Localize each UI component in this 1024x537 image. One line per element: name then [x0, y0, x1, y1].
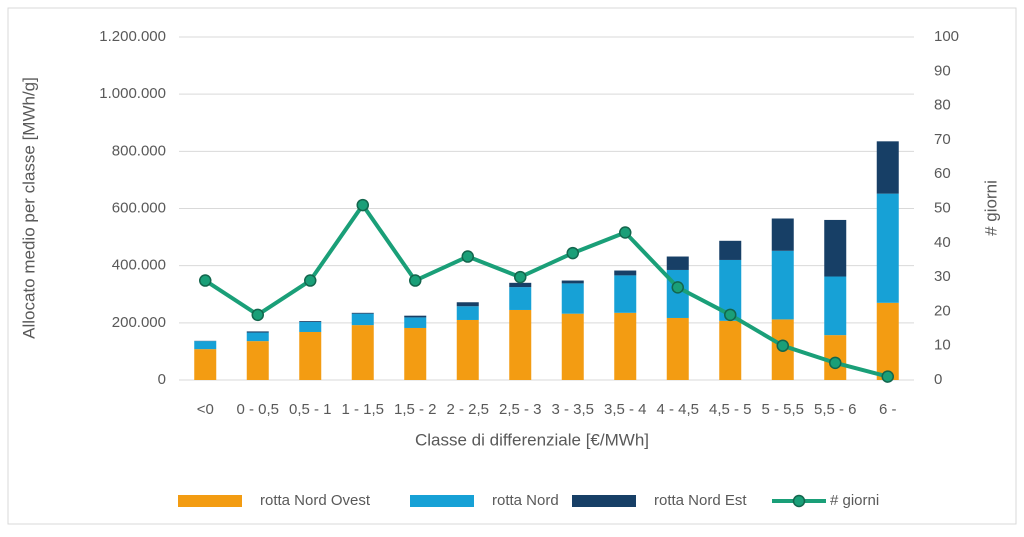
bar-segment	[247, 331, 269, 332]
line-marker	[777, 340, 788, 351]
bar-segment	[509, 310, 531, 380]
bar-segment	[824, 277, 846, 336]
bar-segment	[667, 257, 689, 270]
bar-segment	[562, 281, 584, 284]
bar-segment	[772, 219, 794, 251]
bar-segment	[614, 271, 636, 276]
bar-segment	[772, 251, 794, 320]
legend-label: # giorni	[830, 492, 879, 509]
y2-tick-label: 10	[934, 337, 951, 354]
bar-segment	[299, 332, 321, 380]
x-tick-label: 3,5 - 4	[604, 401, 647, 418]
line-marker	[462, 251, 473, 262]
legend-swatch	[178, 495, 242, 507]
line-marker	[305, 275, 316, 286]
x-tick-label: 1,5 - 2	[394, 401, 437, 418]
legend-label: rotta Nord	[492, 492, 559, 509]
x-tick-label: 0 - 0,5	[236, 401, 279, 418]
y2-tick-label: 40	[934, 234, 951, 251]
bar-segment	[562, 314, 584, 380]
bar-segment	[877, 303, 899, 380]
x-tick-label: 4,5 - 5	[709, 401, 752, 418]
x-tick-label: 5 - 5,5	[761, 401, 804, 418]
bar-segment	[877, 194, 899, 303]
legend-label: rotta Nord Est	[654, 492, 747, 509]
bar-segment	[824, 220, 846, 277]
y2-tick-label: 100	[934, 28, 959, 45]
bar-segment	[299, 322, 321, 332]
bar-segment	[562, 283, 584, 313]
x-tick-label: 3 - 3,5	[551, 401, 594, 418]
y-tick-label: 800.000	[112, 142, 166, 159]
bar-segment	[352, 314, 374, 325]
line-marker	[252, 309, 263, 320]
bar-segment	[457, 302, 479, 306]
line-marker	[620, 227, 631, 238]
x-tick-label: <0	[197, 401, 214, 418]
bar-segment	[352, 325, 374, 380]
line-marker	[882, 371, 893, 382]
bar-segment	[404, 316, 426, 318]
x-tick-label: 2,5 - 3	[499, 401, 542, 418]
line-marker	[830, 357, 841, 368]
bar-segment	[457, 306, 479, 320]
y-tick-label: 1.000.000	[99, 85, 166, 102]
bar-segment	[509, 287, 531, 310]
legend-marker	[794, 496, 805, 507]
line-marker	[515, 272, 526, 283]
bar-segment	[877, 141, 899, 193]
x-tick-label: 1 - 1,5	[341, 401, 384, 418]
line-marker	[567, 248, 578, 259]
y-tick-label: 400.000	[112, 257, 166, 274]
y2-tick-label: 30	[934, 268, 951, 285]
y-axis-title: Allocato medio per classe [MWh/g]	[19, 77, 38, 339]
bar-segment	[404, 328, 426, 380]
bar-segment	[404, 317, 426, 328]
line-marker	[357, 200, 368, 211]
legend-swatch	[572, 495, 636, 507]
bar-segment	[509, 283, 531, 287]
bar-segment	[719, 241, 741, 260]
y2-tick-label: 50	[934, 199, 951, 216]
y-tick-label: 1.200.000	[99, 28, 166, 45]
x-axis-title: Classe di differenziale [€/MWh]	[415, 430, 649, 449]
y-tick-label: 0	[158, 371, 166, 388]
bar-segment	[667, 318, 689, 380]
y2-tick-label: 70	[934, 131, 951, 148]
y-tick-label: 600.000	[112, 199, 166, 216]
bar-segment	[247, 341, 269, 380]
bar-segment	[457, 320, 479, 380]
bar-segment	[247, 333, 269, 342]
x-tick-label: 0,5 - 1	[289, 401, 332, 418]
bar-segment	[352, 313, 374, 314]
bar-segment	[614, 275, 636, 312]
bar-segment	[719, 321, 741, 380]
y2-tick-label: 0	[934, 371, 942, 388]
legend-label: rotta Nord Ovest	[260, 492, 371, 509]
y2-tick-label: 90	[934, 62, 951, 79]
bar-segment	[194, 341, 216, 349]
line-marker	[672, 282, 683, 293]
y2-tick-label: 80	[934, 97, 951, 114]
line-marker	[725, 309, 736, 320]
x-tick-label: 4 - 4,5	[656, 401, 699, 418]
legend-swatch	[410, 495, 474, 507]
x-tick-label: 6 -	[879, 401, 897, 418]
y2-tick-label: 20	[934, 302, 951, 319]
bar-segment	[299, 321, 321, 322]
line-marker	[200, 275, 211, 286]
bar-segment	[194, 349, 216, 380]
y-tick-label: 200.000	[112, 314, 166, 331]
bar-segment	[614, 313, 636, 380]
x-tick-label: 2 - 2,5	[446, 401, 489, 418]
x-tick-label: 5,5 - 6	[814, 401, 857, 418]
y2-tick-label: 60	[934, 165, 951, 182]
y2-axis-title: # giorni	[981, 180, 1000, 236]
line-marker	[410, 275, 421, 286]
